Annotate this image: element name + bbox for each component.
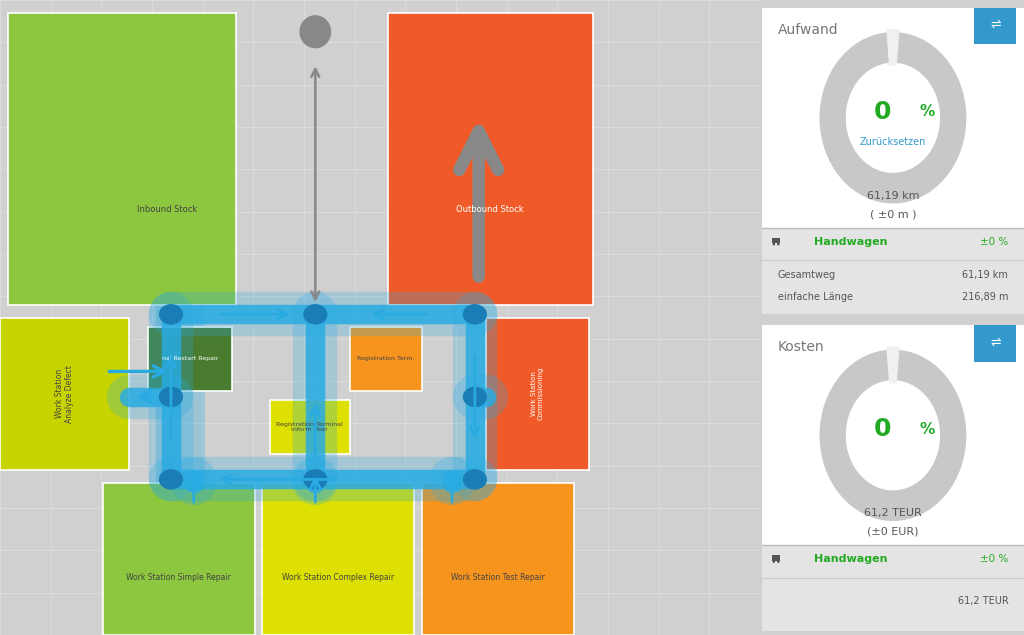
Text: 216,89 m: 216,89 m bbox=[962, 292, 1009, 302]
Text: ±0 %: ±0 % bbox=[980, 554, 1009, 565]
FancyBboxPatch shape bbox=[486, 318, 589, 470]
Text: Work Station Simple Repair: Work Station Simple Repair bbox=[126, 573, 231, 582]
Circle shape bbox=[464, 470, 486, 489]
Text: Handwagen: Handwagen bbox=[814, 237, 888, 247]
Text: Registration Term.: Registration Term. bbox=[357, 356, 415, 361]
Text: %: % bbox=[920, 104, 934, 119]
FancyBboxPatch shape bbox=[762, 8, 1024, 228]
FancyBboxPatch shape bbox=[0, 318, 129, 470]
Circle shape bbox=[464, 305, 486, 324]
FancyBboxPatch shape bbox=[762, 545, 1024, 631]
Text: (±0 EUR): (±0 EUR) bbox=[867, 526, 919, 537]
FancyBboxPatch shape bbox=[387, 13, 593, 305]
Text: Aufwand: Aufwand bbox=[777, 23, 839, 37]
Text: einfache Länge: einfache Länge bbox=[777, 292, 853, 302]
FancyBboxPatch shape bbox=[772, 555, 780, 561]
FancyBboxPatch shape bbox=[422, 483, 573, 635]
Ellipse shape bbox=[300, 16, 331, 48]
Circle shape bbox=[772, 560, 775, 563]
Text: %: % bbox=[920, 422, 934, 437]
FancyBboxPatch shape bbox=[974, 8, 1016, 44]
Text: Work Station
Analyze Defect: Work Station Analyze Defect bbox=[55, 364, 75, 423]
Text: 0: 0 bbox=[873, 417, 891, 441]
Circle shape bbox=[160, 470, 182, 489]
Circle shape bbox=[304, 305, 327, 324]
Text: Kosten: Kosten bbox=[777, 340, 824, 354]
Text: Work Station Complex Repair: Work Station Complex Repair bbox=[282, 573, 394, 582]
FancyBboxPatch shape bbox=[772, 237, 780, 243]
Text: nal Restart Repair: nal Restart Repair bbox=[162, 356, 218, 361]
FancyBboxPatch shape bbox=[762, 325, 1024, 545]
Text: Outbound Stock: Outbound Stock bbox=[457, 205, 524, 214]
FancyBboxPatch shape bbox=[7, 13, 236, 305]
Circle shape bbox=[160, 305, 182, 324]
Text: ( ±0 m ): ( ±0 m ) bbox=[869, 209, 916, 219]
Text: 61,19 km: 61,19 km bbox=[963, 271, 1009, 281]
Wedge shape bbox=[819, 350, 967, 521]
Text: Registration Terminal
Inform User: Registration Terminal Inform User bbox=[276, 422, 343, 432]
Circle shape bbox=[777, 243, 779, 246]
Text: 61,19 km: 61,19 km bbox=[866, 191, 920, 201]
Text: Inbound Stock: Inbound Stock bbox=[137, 205, 198, 214]
Circle shape bbox=[160, 387, 182, 406]
Text: ⇌: ⇌ bbox=[990, 335, 1000, 349]
Text: Work Station
Commissioning: Work Station Commissioning bbox=[530, 367, 544, 420]
Wedge shape bbox=[819, 32, 967, 203]
Circle shape bbox=[464, 387, 486, 406]
Circle shape bbox=[777, 560, 779, 563]
Text: Gesamtweg: Gesamtweg bbox=[777, 271, 836, 281]
Text: 61,2 TEUR: 61,2 TEUR bbox=[957, 596, 1009, 606]
Text: ±0 %: ±0 % bbox=[980, 237, 1009, 247]
Text: 61,2 TEUR: 61,2 TEUR bbox=[864, 509, 922, 518]
Circle shape bbox=[772, 243, 775, 246]
Text: 0: 0 bbox=[873, 100, 891, 124]
Wedge shape bbox=[887, 347, 899, 384]
FancyBboxPatch shape bbox=[262, 483, 414, 635]
FancyBboxPatch shape bbox=[762, 228, 1024, 314]
Text: ⇌: ⇌ bbox=[990, 18, 1000, 31]
FancyBboxPatch shape bbox=[148, 327, 231, 391]
FancyBboxPatch shape bbox=[156, 190, 205, 483]
Text: Zurücksetzen: Zurücksetzen bbox=[860, 137, 926, 147]
FancyBboxPatch shape bbox=[269, 400, 349, 454]
Wedge shape bbox=[887, 29, 899, 66]
Circle shape bbox=[304, 470, 327, 489]
FancyBboxPatch shape bbox=[102, 483, 255, 635]
FancyBboxPatch shape bbox=[349, 327, 422, 391]
Text: Handwagen: Handwagen bbox=[814, 554, 888, 565]
FancyBboxPatch shape bbox=[974, 325, 1016, 362]
Text: Work Station Test Repair: Work Station Test Repair bbox=[451, 573, 545, 582]
